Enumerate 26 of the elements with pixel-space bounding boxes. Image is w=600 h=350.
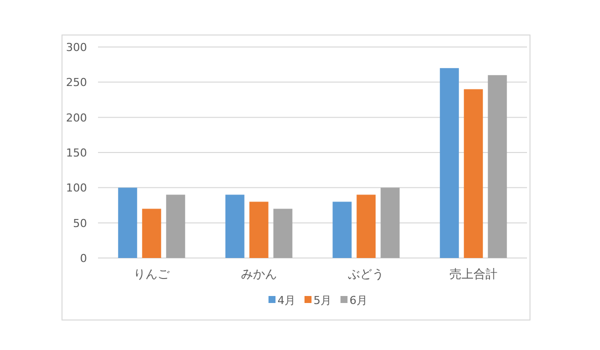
y-tick-label: 300: [66, 41, 87, 54]
bar: [273, 208, 292, 258]
y-tick-label: 200: [66, 111, 87, 124]
bar: [118, 188, 138, 258]
bar: [488, 75, 507, 258]
y-tick-label: 0: [80, 252, 87, 265]
legend-label: 4月: [278, 294, 296, 307]
x-tick-label: みかん: [240, 267, 277, 281]
bar: [464, 89, 483, 258]
bar: [249, 202, 268, 258]
x-tick-label: 売上合計: [449, 267, 498, 281]
y-tick-label: 50: [73, 216, 87, 230]
legend-label: 5月: [314, 294, 332, 307]
bar: [225, 194, 244, 258]
y-tick-label: 250: [66, 76, 87, 90]
bar: [166, 194, 186, 258]
x-tick-label: りんご: [134, 267, 171, 281]
y-tick-label: 100: [66, 182, 87, 195]
x-tick-label: ぶどう: [348, 267, 384, 281]
bar: [332, 202, 352, 258]
bar: [142, 208, 162, 258]
bar: [356, 194, 376, 258]
bar: [440, 68, 459, 258]
y-tick-label: 150: [66, 146, 87, 160]
bar: [380, 188, 400, 258]
legend-label: 6月: [350, 294, 368, 307]
